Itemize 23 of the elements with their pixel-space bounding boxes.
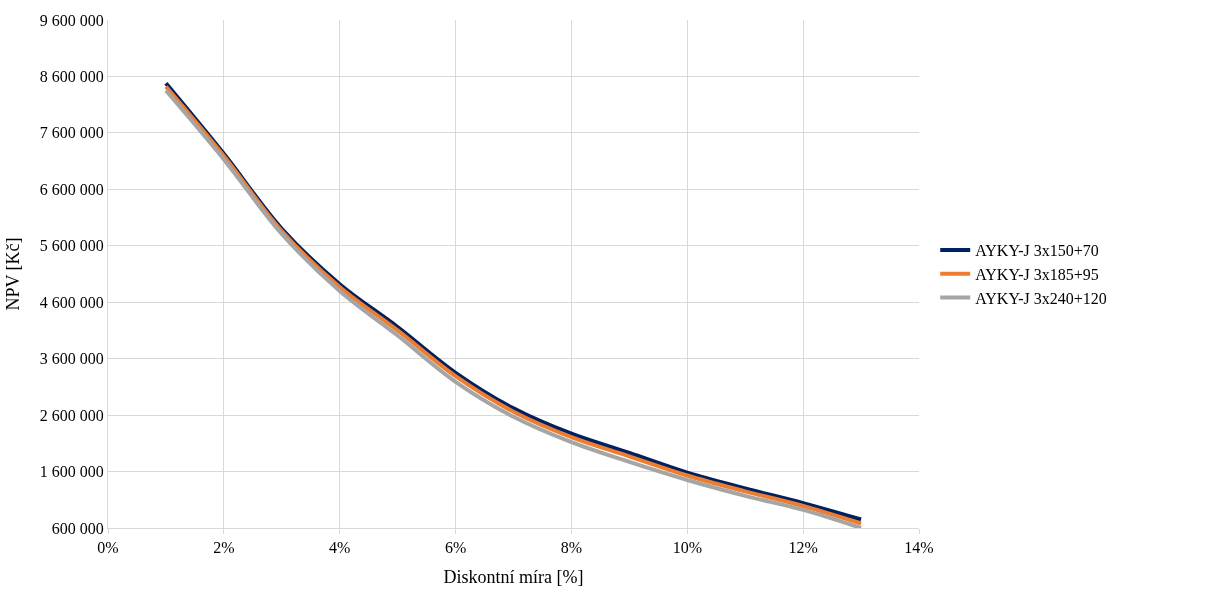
legend-label: AYKY-J 3x150+70	[975, 242, 1099, 260]
x-tick-label: 4%	[329, 539, 351, 557]
x-tick-label: 0%	[97, 539, 119, 557]
legend-label: AYKY-J 3x185+95	[975, 265, 1099, 283]
y-tick-label: 4 600 000	[39, 293, 104, 311]
y-tick-label: 1 600 000	[39, 463, 104, 481]
y-tick-label: 8 600 000	[39, 68, 104, 86]
y-tick-label: 6 600 000	[39, 180, 104, 198]
y-tick-label: 5 600 000	[39, 237, 104, 255]
x-tick-label: 10%	[672, 539, 702, 557]
y-tick-label: 2 600 000	[39, 406, 104, 424]
x-tick-label: 8%	[560, 539, 583, 557]
x-axis-title: Diskontní míra [%]	[443, 567, 584, 588]
x-tick-label: 14%	[904, 539, 934, 557]
y-tick-label: 9 600 000	[39, 11, 104, 29]
x-tick-label: 12%	[788, 539, 818, 557]
y-tick-label: 7 600 000	[39, 124, 104, 142]
y-axis-title: NPV [Kč]	[3, 237, 23, 311]
y-tick-label: 3 600 000	[39, 350, 104, 368]
x-tick-label: 6%	[444, 539, 467, 557]
legend-label: AYKY-J 3x240+120	[975, 289, 1107, 307]
y-tick-label: 600 000	[51, 519, 104, 537]
x-tick-label: 2%	[213, 539, 235, 557]
